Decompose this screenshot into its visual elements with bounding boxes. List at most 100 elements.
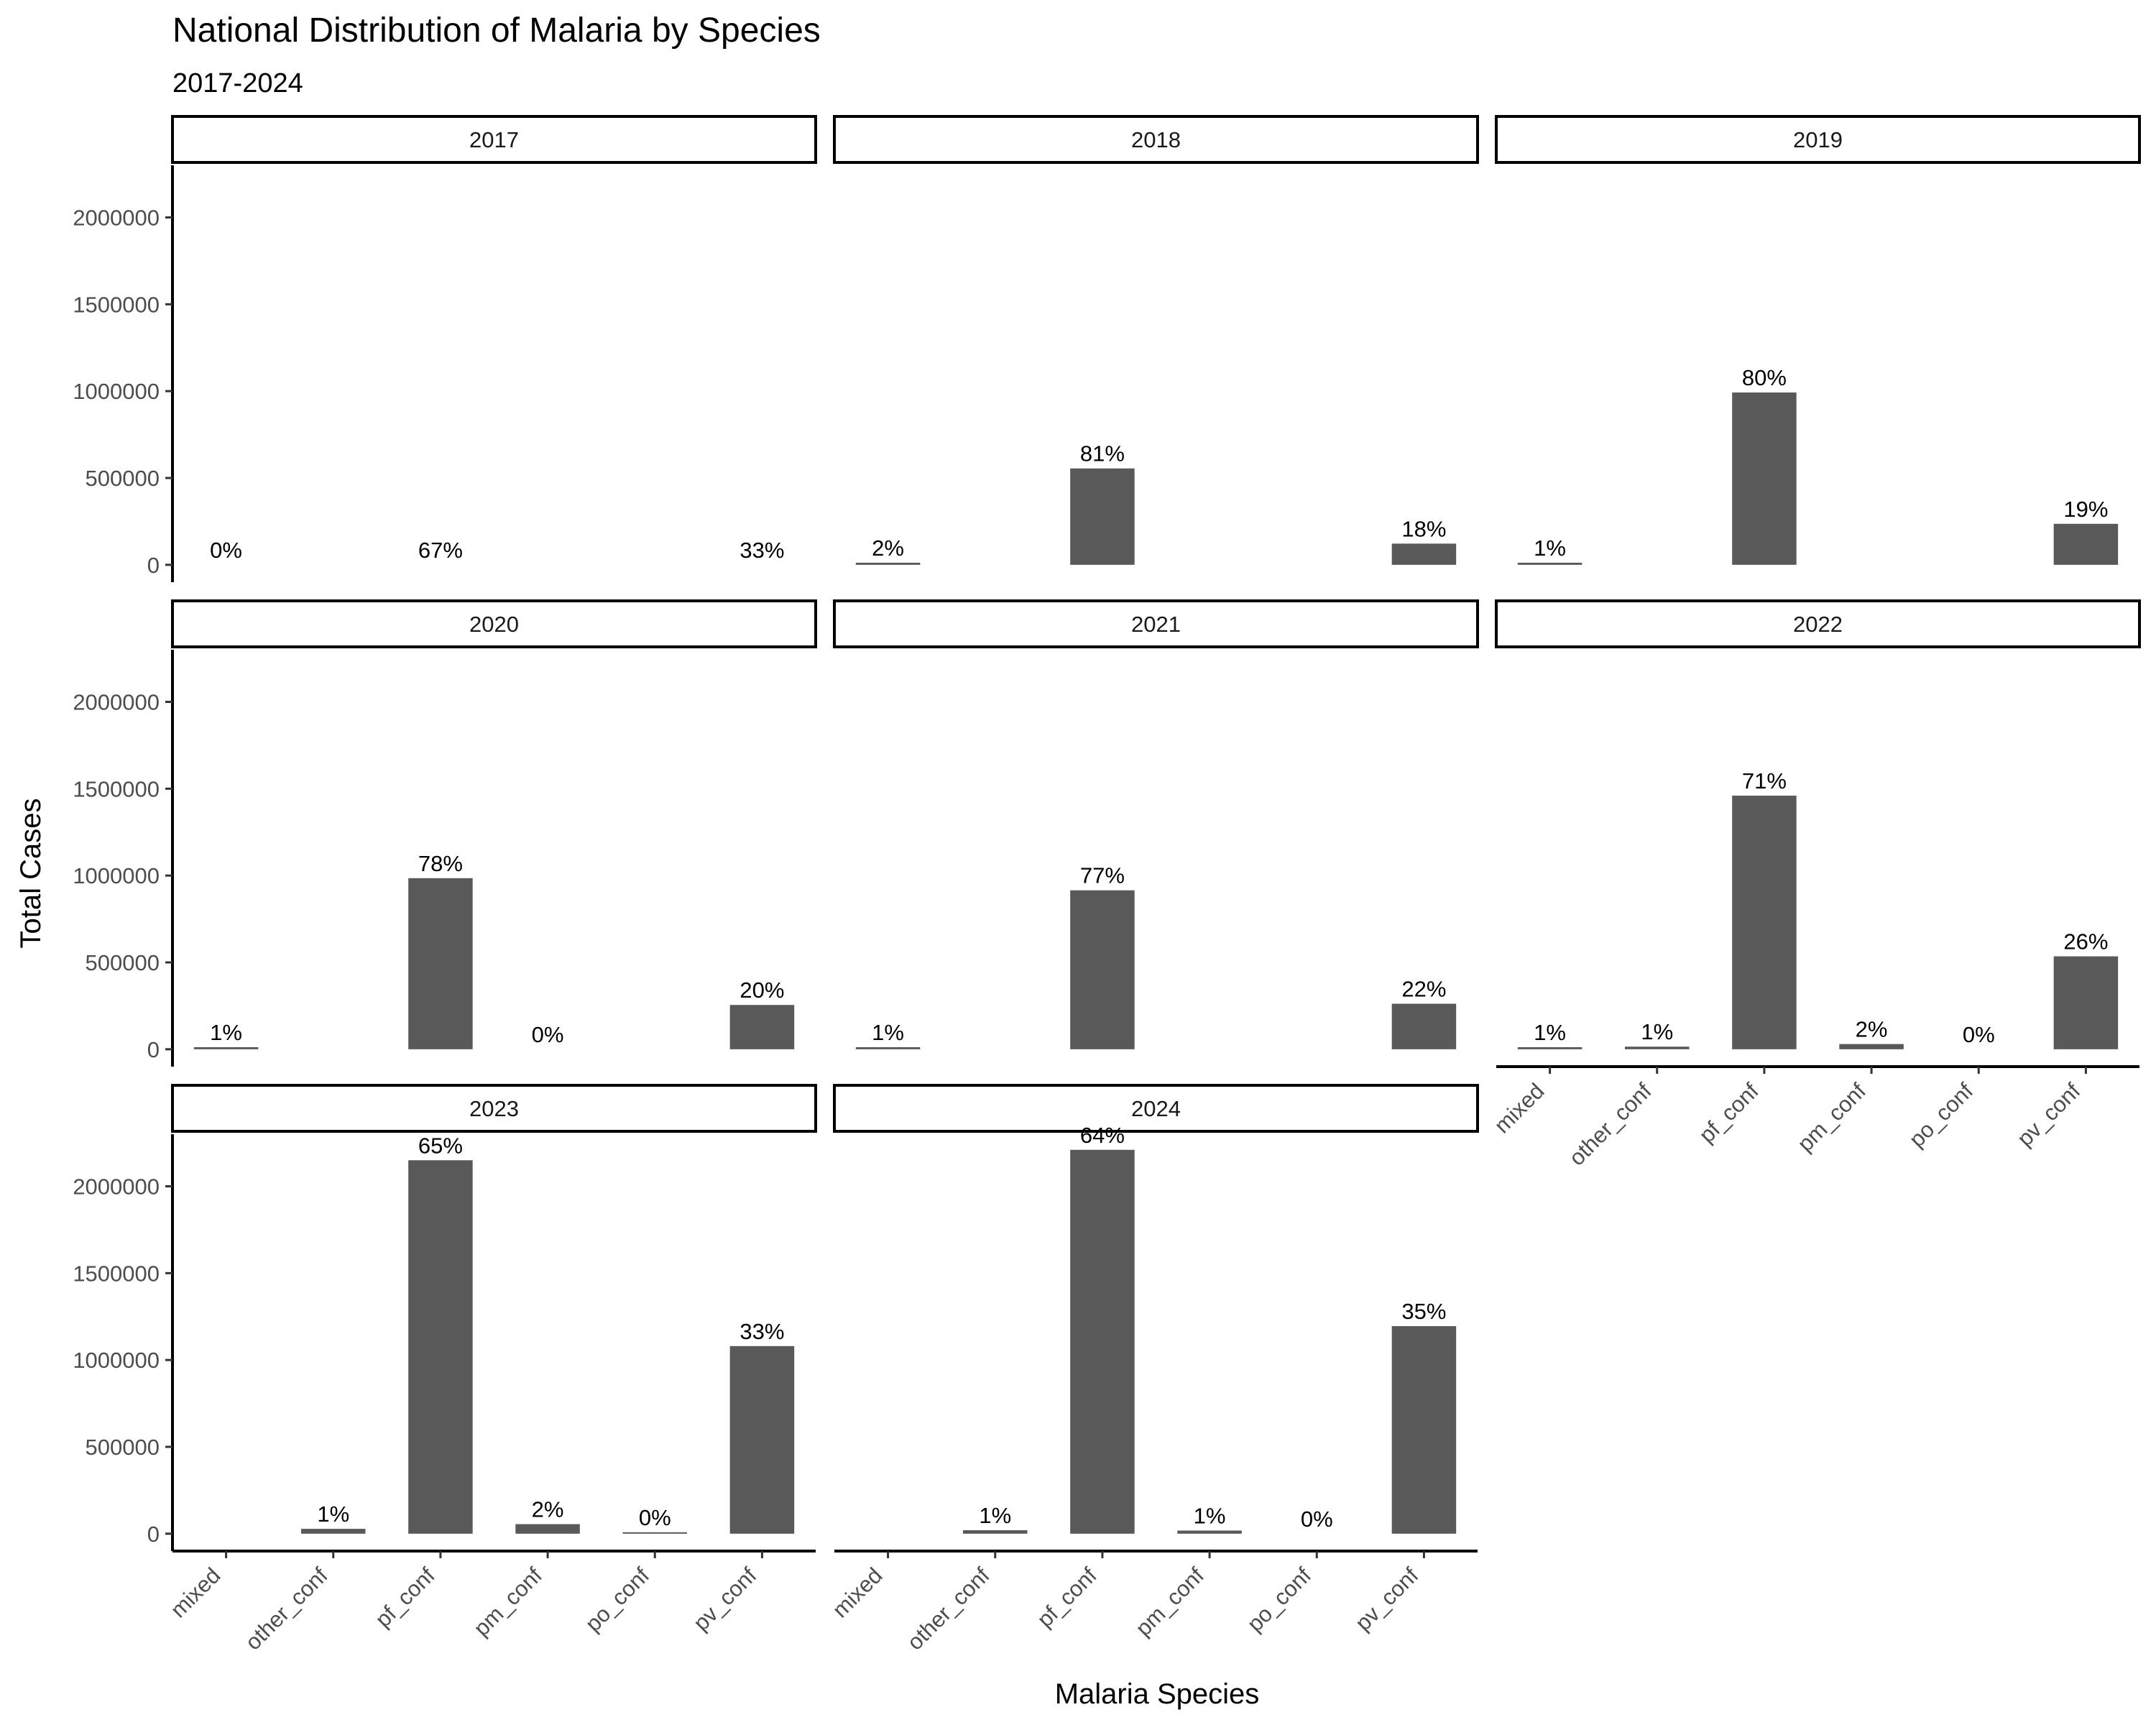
- x-tick-label: pm_conf: [469, 1563, 547, 1641]
- data-label-pv_conf: 19%: [2063, 497, 2108, 522]
- y-tick-label: 500000: [86, 466, 160, 491]
- data-label-pv_conf: 35%: [1401, 1299, 1446, 1324]
- y-tick-label: 1000000: [73, 863, 160, 888]
- data-label-mixed: 1%: [1534, 535, 1566, 561]
- bar-pv_conf: [1391, 1326, 1457, 1534]
- facet-panel-2020: 2020 0 500000 1000000 1500000 2000000 1% 78% 0% 2…: [73, 599, 817, 1067]
- y-tick-label: 0: [147, 1522, 160, 1547]
- x-tick-label: po_conf: [1904, 1078, 1978, 1152]
- x-tick-label: pv_conf: [2012, 1078, 2086, 1151]
- data-label-pf_conf: 78%: [418, 851, 463, 876]
- strip-label: 2023: [469, 1096, 519, 1121]
- bar-pf_conf: [1070, 890, 1135, 1049]
- x-tick-label: pf_conf: [370, 1563, 440, 1632]
- y-axis-title: Total Cases: [15, 799, 47, 949]
- bar-mixed: [855, 1046, 921, 1049]
- strip-box: [171, 1084, 817, 1133]
- data-label-pm_conf: 0%: [532, 1022, 564, 1047]
- bar-mixed: [1517, 562, 1583, 565]
- data-label-pf_conf: 64%: [1080, 1123, 1125, 1148]
- bar-pv_conf: [2053, 956, 2119, 1049]
- x-tick-label: other_conf: [240, 1563, 333, 1655]
- bar-po_conf: [622, 1532, 687, 1534]
- x-tick-label: other_conf: [902, 1563, 995, 1655]
- y-tick-label: 2000000: [73, 690, 160, 715]
- bar-pv_conf: [2053, 523, 2119, 565]
- bar-pm_conf: [1177, 1530, 1242, 1534]
- data-label-po_conf: 0%: [1301, 1506, 1333, 1532]
- y-tick-label: 500000: [86, 1435, 160, 1460]
- bar-mixed: [1517, 1046, 1583, 1049]
- strip-box: [833, 599, 1479, 648]
- data-label-mixed: 2%: [872, 535, 904, 561]
- strip-label: 2019: [1793, 127, 1843, 152]
- x-tick-label: po_conf: [580, 1563, 654, 1637]
- x-tick-label: pv_conf: [1350, 1563, 1424, 1636]
- data-label-other_conf: 1%: [979, 1503, 1011, 1528]
- x-tick-label: pf_conf: [1032, 1563, 1102, 1632]
- data-label-other_conf: 1%: [317, 1501, 349, 1527]
- data-label-pf_conf: 81%: [1080, 441, 1125, 466]
- strip-label: 2021: [1131, 612, 1181, 637]
- x-tick-label: mixed: [827, 1563, 887, 1622]
- data-label-pv_conf: 33%: [740, 538, 784, 563]
- bar-pv_conf: [1391, 1003, 1457, 1049]
- bar-pm_conf: [1839, 1044, 1904, 1049]
- strip-box: [1495, 115, 2141, 164]
- x-tick-label: pm_conf: [1792, 1078, 1871, 1156]
- strip-label: 2022: [1793, 612, 1843, 637]
- strip-box: [171, 599, 817, 648]
- bar-pf_conf: [1732, 392, 1797, 565]
- x-axis-title: Malaria Species: [1055, 1678, 1260, 1710]
- x-tick-label: pm_conf: [1130, 1563, 1209, 1641]
- data-label-pm_conf: 2%: [532, 1497, 564, 1522]
- bar-other_conf: [301, 1529, 366, 1534]
- bar-pf_conf: [408, 878, 473, 1049]
- facets-layer: 2017 0 500000 1000000 1500000 2000000 0% 67% 33%…: [73, 115, 2141, 1655]
- data-label-pf_conf: 80%: [1742, 365, 1787, 390]
- strip-label: 2018: [1131, 127, 1181, 152]
- data-label-pv_conf: 26%: [2063, 929, 2108, 954]
- data-label-pm_conf: 2%: [1856, 1017, 1888, 1042]
- strip-box: [833, 115, 1479, 164]
- facet-panel-2021: 2021 1% 77% 22%: [833, 599, 1479, 1049]
- data-label-pv_conf: 18%: [1401, 516, 1446, 541]
- data-label-pf_conf: 65%: [418, 1133, 463, 1158]
- data-label-pv_conf: 20%: [740, 978, 784, 1003]
- data-label-pf_conf: 67%: [418, 538, 463, 563]
- facet-panel-2024: 2024 1% 64% 1% 0% 35% mixed other_conf pf_conf pm…: [827, 1084, 1479, 1655]
- data-label-pv_conf: 33%: [740, 1319, 784, 1344]
- bar-pf_conf: [408, 1160, 473, 1534]
- bar-other_conf: [963, 1530, 1028, 1534]
- y-tick-label: 0: [147, 553, 160, 578]
- data-label-po_conf: 0%: [639, 1505, 671, 1530]
- x-tick-label: pf_conf: [1694, 1078, 1764, 1148]
- facet-panel-2022: 2022 1% 1% 71% 2% 0% 26% mixed other_conf pf_conf…: [1489, 599, 2141, 1171]
- y-tick-label: 1500000: [73, 292, 160, 317]
- chart-title: National Distribution of Malaria by Spec…: [172, 12, 821, 50]
- y-tick-label: 2000000: [73, 1174, 160, 1200]
- bar-pv_conf: [1391, 543, 1457, 565]
- facet-panel-2017: 2017 0 500000 1000000 1500000 2000000 0% 67% 33%: [73, 115, 817, 582]
- strip-label: 2024: [1131, 1096, 1181, 1121]
- bar-mixed: [193, 1046, 259, 1049]
- x-tick-label: other_conf: [1564, 1078, 1657, 1171]
- facet-panel-2018: 2018 2% 81% 18%: [833, 115, 1479, 565]
- data-label-po_conf: 0%: [1963, 1022, 1995, 1047]
- facet-panel-2023: 2023 0 500000 1000000 1500000 2000000 1% 65% 2% 0…: [73, 1084, 817, 1655]
- data-label-pv_conf: 22%: [1401, 977, 1446, 1002]
- strip-box: [833, 1084, 1479, 1133]
- data-label-mixed: 1%: [1534, 1020, 1566, 1045]
- data-label-mixed: 1%: [872, 1020, 904, 1045]
- y-tick-label: 1500000: [73, 1261, 160, 1286]
- y-tick-label: 1000000: [73, 1348, 160, 1373]
- facet-panel-2019: 2019 1% 80% 19%: [1495, 115, 2141, 565]
- y-tick-label: 1500000: [73, 776, 160, 801]
- y-tick-label: 1000000: [73, 379, 160, 404]
- y-tick-label: 500000: [86, 950, 160, 975]
- bar-pv_conf: [729, 1346, 795, 1534]
- chart-subtitle: 2017-2024: [172, 68, 303, 98]
- data-label-mixed: 1%: [210, 1020, 242, 1045]
